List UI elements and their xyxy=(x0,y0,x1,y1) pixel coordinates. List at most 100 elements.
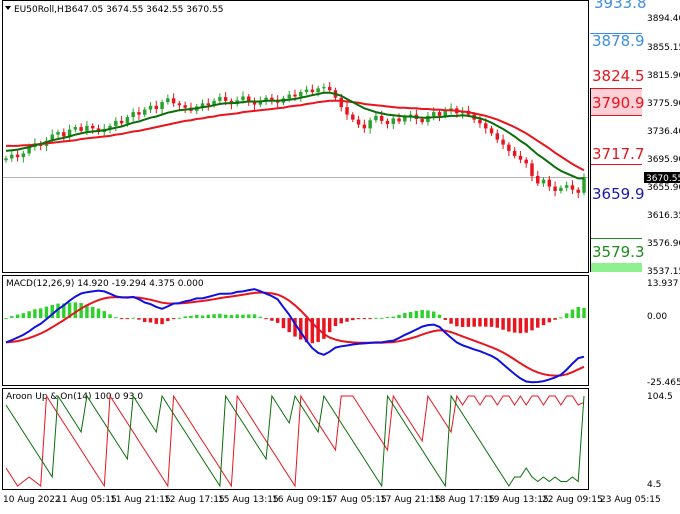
macd-histogram-bar xyxy=(114,317,118,319)
macd-histogram-bar xyxy=(489,318,494,327)
time-tick: 23 Aug 05:15 xyxy=(600,495,661,505)
price-tick: 3775.90 xyxy=(647,99,680,109)
macd-histogram-bar xyxy=(374,317,378,319)
macd-histogram-bar xyxy=(275,318,280,323)
candle-body xyxy=(420,118,424,123)
macd-histogram-bar xyxy=(281,318,286,329)
candle-body xyxy=(391,118,395,124)
candle-body xyxy=(507,144,511,151)
macd-histogram-bar xyxy=(108,314,112,319)
candle-body xyxy=(437,112,442,116)
macd-histogram-bar xyxy=(44,306,49,319)
macd-histogram-bar xyxy=(96,308,101,319)
macd-histogram-bar xyxy=(339,318,343,324)
time-axis[interactable]: 10 Aug 2022 11 Aug 05:15 11 Aug 21:15 12… xyxy=(3,495,661,505)
macd-histogram-bar xyxy=(564,313,569,319)
aroon-panel-frame xyxy=(2,388,589,490)
macd-histogram-bar xyxy=(50,304,54,319)
candle-body xyxy=(426,115,430,123)
candle-body xyxy=(212,100,216,106)
candle-body xyxy=(27,147,31,154)
macd-histogram-bar xyxy=(62,303,66,319)
macd-histogram-bar xyxy=(507,318,511,332)
macd-histogram-bar xyxy=(414,310,419,319)
candle-body xyxy=(495,133,500,140)
candle-body xyxy=(431,112,436,116)
macd-histogram-bar xyxy=(559,317,563,319)
candle-body xyxy=(270,97,274,101)
time-tick: 22 Aug 09:15 xyxy=(542,495,603,505)
macd-histogram-bar xyxy=(166,318,170,322)
candle-body xyxy=(287,94,291,99)
aroon-tick: 4.5 xyxy=(647,480,661,490)
macd-histogram-bar xyxy=(160,318,164,325)
candle-body xyxy=(73,127,78,130)
macd-histogram-bar xyxy=(536,318,540,328)
level-label-3: 3790.9 xyxy=(592,94,645,112)
price-tick: 3655.90 xyxy=(647,183,680,193)
macd-histogram-bar xyxy=(27,311,31,319)
candle-body xyxy=(374,115,378,121)
macd-histogram-bar xyxy=(73,302,78,319)
macd-histogram-bar xyxy=(102,311,106,319)
macd-histogram-bar xyxy=(449,318,453,324)
macd-histogram-bar xyxy=(67,302,72,319)
macd-histogram-bar xyxy=(85,305,89,319)
candle-body xyxy=(131,112,135,118)
candle-body xyxy=(177,103,182,106)
candle-body xyxy=(62,132,66,137)
macd-histogram-bar xyxy=(484,318,488,327)
macd-histogram-bar xyxy=(524,318,528,333)
macd-histogram-bar xyxy=(241,314,245,319)
candle-body xyxy=(385,120,390,124)
macd-histogram-bar xyxy=(547,318,552,323)
macd-tick: 13.937 xyxy=(647,279,679,289)
macd-histogram-bar xyxy=(431,311,436,319)
main-panel-frame xyxy=(2,0,589,273)
macd-histogram-bar xyxy=(570,309,575,319)
aroon-layer xyxy=(5,394,585,488)
price-tick: 3894.40 xyxy=(647,14,680,24)
macd-histogram-bar xyxy=(90,307,95,319)
candle-body xyxy=(171,98,176,104)
time-tick: 17 Aug 21:15 xyxy=(380,495,441,505)
candle-body xyxy=(310,89,315,93)
macd-histogram-bar xyxy=(206,314,211,319)
candle-body xyxy=(489,128,494,134)
collapse-triangle-icon[interactable] xyxy=(5,6,11,10)
macd-signal-line xyxy=(5,291,585,377)
macd-histogram-bar xyxy=(56,303,60,319)
candle-body xyxy=(397,118,401,122)
macd-histogram-bar xyxy=(287,318,291,333)
candle-body xyxy=(478,119,482,124)
macd-histogram-bar xyxy=(426,310,430,319)
macd-histogram-bar xyxy=(79,303,83,319)
macd-histogram-bar xyxy=(218,313,222,319)
macd-histogram-bar xyxy=(472,318,476,327)
candle-body xyxy=(218,97,222,101)
level-label-1: 3878.9 xyxy=(592,32,645,50)
macd-histogram-bar xyxy=(252,314,257,319)
candle-body xyxy=(576,189,580,193)
main-price-axis[interactable]: 3933.8 3878.9 3824.5 3790.9 3717.7 3659.… xyxy=(590,0,680,277)
candle-body xyxy=(582,177,586,193)
price-tick: 3695.90 xyxy=(647,155,680,165)
macd-histogram-bar xyxy=(195,314,199,319)
macd-histogram-bar xyxy=(379,317,384,319)
macd-histogram-bar xyxy=(553,318,557,320)
price-tick: 3736.40 xyxy=(647,127,680,137)
candle-body xyxy=(524,159,528,164)
candle-body xyxy=(541,179,546,184)
macd-histogram-bar xyxy=(437,314,442,319)
candles-layer xyxy=(4,82,586,199)
macd-histogram-bar xyxy=(541,318,546,326)
macd-histogram-bar xyxy=(518,318,523,334)
macd-histogram-bar xyxy=(322,318,326,339)
candle-body xyxy=(536,175,540,184)
macd-layer xyxy=(4,288,586,384)
candle-body xyxy=(322,87,326,89)
macd-histogram-bar xyxy=(264,318,268,320)
support-zone xyxy=(590,263,642,272)
macd-histogram-bar xyxy=(351,318,355,321)
